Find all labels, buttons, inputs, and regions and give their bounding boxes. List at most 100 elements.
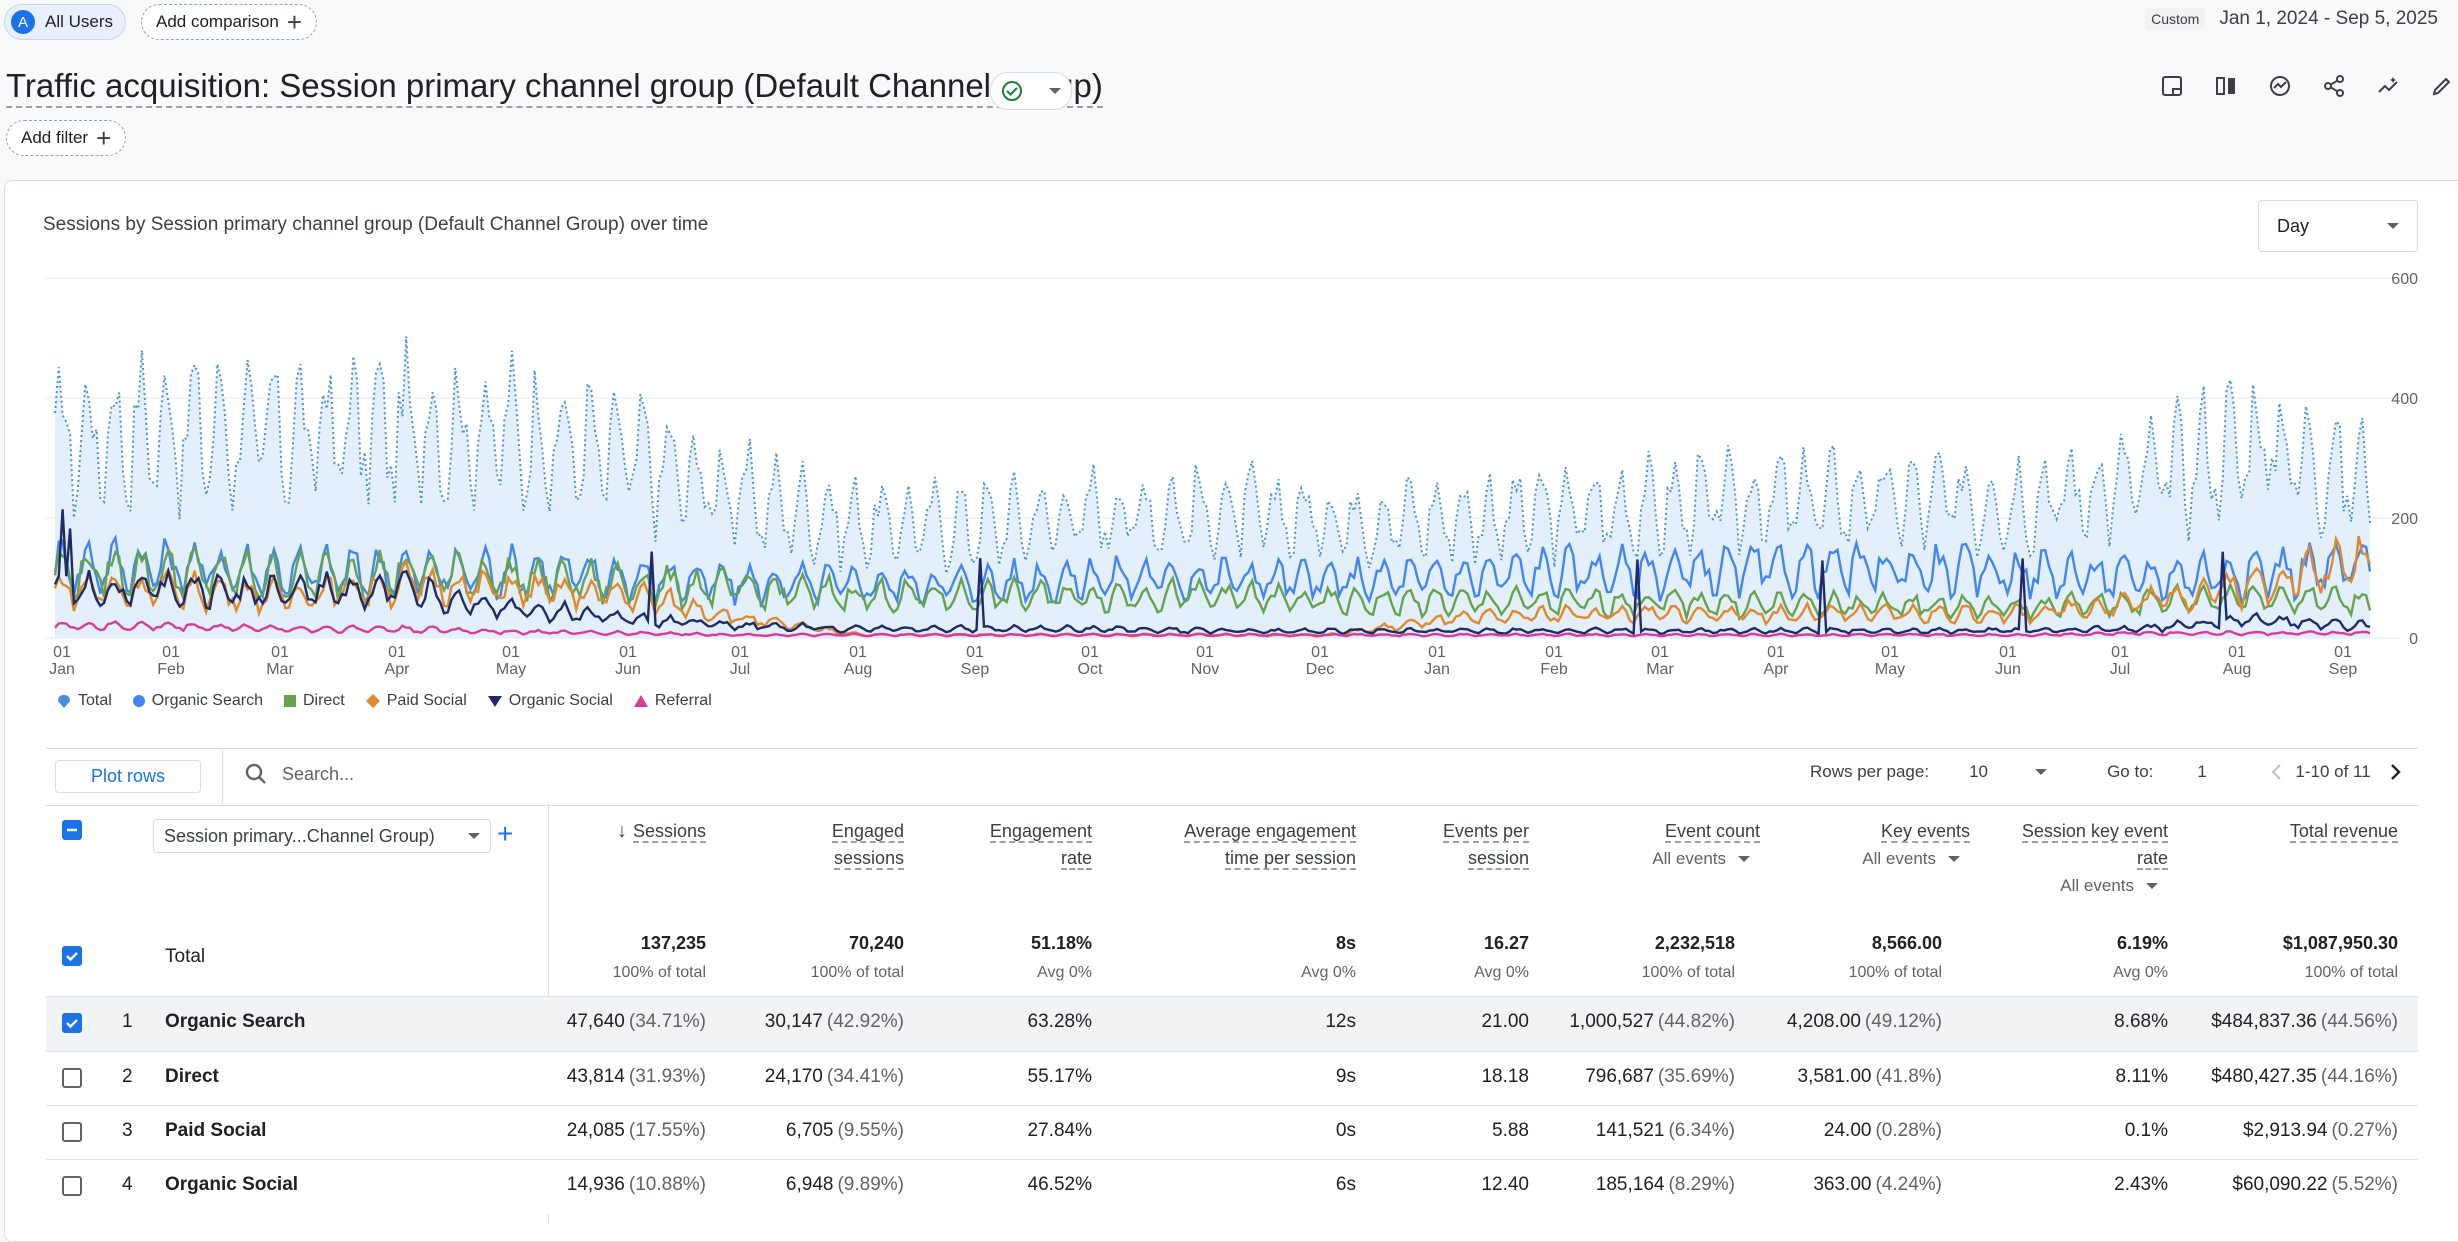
col-engaged-sessions[interactable]: Engaged sessions — [760, 818, 904, 872]
cell-rate: 55.17% — [792, 1066, 1092, 1088]
total-checkbox[interactable] — [62, 946, 82, 966]
cell-value: 24,085 — [566, 1120, 625, 1141]
cell-percent: (34.71%) — [628, 1011, 706, 1032]
cell-value: 0s — [1335, 1120, 1356, 1141]
col-label: time per session — [1224, 848, 1356, 870]
x-tick-month: Mar — [1646, 661, 1674, 678]
x-tick-month: Jul — [2110, 661, 2130, 678]
col-total-revenue[interactable]: Total revenue — [2200, 818, 2398, 845]
col-session-key-event-rate[interactable]: Session key event rate All events — [1990, 818, 2168, 899]
col-avg-engagement-time[interactable]: Average engagement time per session — [1140, 818, 1356, 872]
chevron-left-icon[interactable] — [2267, 762, 2287, 782]
row-channel-name[interactable]: Organic Search — [165, 1011, 306, 1032]
legend-direct[interactable]: Direct — [283, 692, 345, 710]
x-tick-day: 01 — [162, 644, 180, 661]
goto-label: Go to: — [2107, 762, 2154, 781]
select-all-checkbox[interactable] — [62, 820, 82, 840]
cell-value: 185,164 — [1595, 1174, 1665, 1195]
row-channel-name[interactable]: Direct — [165, 1066, 219, 1087]
annotation-icon[interactable] — [2156, 70, 2188, 102]
legend-referral[interactable]: Referral — [633, 692, 712, 710]
segment-chip-all-users[interactable]: A All Users — [4, 4, 127, 40]
row-index: 4 — [122, 1174, 133, 1195]
event-filter-select[interactable]: All events — [1862, 849, 1936, 868]
cell-rate: 27.84% — [792, 1120, 1092, 1142]
search-input[interactable]: Search... — [282, 763, 355, 784]
row-checkbox[interactable] — [62, 1068, 82, 1088]
x-tick-day: 01 — [1651, 644, 1669, 661]
add-filter-button[interactable]: Add filter + — [6, 120, 127, 156]
goto-input[interactable]: 1 — [2197, 762, 2207, 781]
x-tick-month: Jul — [730, 661, 750, 678]
chevron-down-icon — [1049, 88, 1061, 94]
granularity-select[interactable]: Day — [2258, 200, 2418, 252]
table-row[interactable] — [46, 1105, 2418, 1160]
col-label: Engaged — [831, 821, 904, 843]
cell-avg: 12s — [1056, 1011, 1356, 1033]
chart-legend: Total Organic Search Direct Paid Social … — [56, 692, 712, 710]
search-icon — [245, 763, 266, 784]
date-range-picker[interactable]: Custom Jan 1, 2024 - Sep 5, 2025 — [2145, 8, 2438, 30]
add-dimension-button[interactable]: + — [497, 818, 514, 849]
col-label: Event count — [1664, 821, 1760, 843]
report-title[interactable]: Traffic acquisition: Session primary cha… — [6, 66, 1103, 108]
insights-icon[interactable] — [2264, 70, 2296, 102]
cell-ke: 4,208.00 (49.12%) — [1642, 1011, 1942, 1033]
total-sessions-sub: 100% of total — [612, 964, 706, 981]
event-filter-select[interactable]: All events — [1652, 849, 1726, 868]
col-sessions[interactable]: ↓ Sessions — [560, 818, 706, 845]
cell-sessions: 47,640 (34.71%) — [406, 1011, 706, 1033]
edit-icon[interactable] — [2426, 70, 2458, 102]
rows-per-page-select[interactable]: 10 — [1969, 762, 1988, 781]
table-search[interactable]: Search... — [244, 762, 354, 786]
table-row[interactable] — [46, 1159, 2418, 1214]
chevron-right-icon[interactable] — [2385, 762, 2405, 782]
col-label: Session key event — [2021, 821, 2168, 843]
col-key-events[interactable]: Key events All events — [1770, 818, 1970, 872]
cell-value: 6,948 — [785, 1174, 834, 1195]
cell-engaged: 30,147 (42.92%) — [604, 1011, 904, 1033]
legend-paid-social[interactable]: Paid Social — [365, 692, 467, 710]
plot-rows-button[interactable]: Plot rows — [55, 760, 201, 793]
row-checkbox[interactable] — [62, 1176, 82, 1196]
legend-marker — [365, 694, 380, 708]
report-status-dropdown[interactable] — [990, 72, 1072, 110]
cell-avg: 9s — [1056, 1066, 1356, 1088]
row-channel-name[interactable]: Paid Social — [165, 1120, 267, 1141]
legend-label: Paid Social — [386, 692, 467, 709]
cell-value: 14,936 — [566, 1174, 625, 1195]
cell-value: 8.68% — [2114, 1011, 2168, 1032]
x-tick-month: Jun — [1995, 661, 2021, 678]
legend-total[interactable]: Total — [56, 692, 112, 710]
col-event-count[interactable]: Event count All events — [1560, 818, 1760, 872]
x-tick-month: May — [1875, 661, 1905, 678]
cell-skr: 8.68% — [1868, 1011, 2168, 1033]
cell-rev: $484,837.36 (44.56%) — [2098, 1011, 2398, 1033]
col-engagement-rate[interactable]: Engagement rate — [950, 818, 1092, 872]
row-checkbox[interactable] — [62, 1013, 82, 1033]
cell-rev: $60,090.22 (5.52%) — [2098, 1174, 2398, 1196]
legend-marker — [132, 695, 145, 707]
divider — [222, 749, 223, 804]
cell-eps: 18.18 — [1229, 1066, 1529, 1088]
legend-organic-search[interactable]: Organic Search — [132, 692, 263, 710]
row-checkbox[interactable] — [62, 1122, 82, 1142]
dimension-label: Session primary...Channel Group) — [164, 825, 435, 846]
series-line-total — [54, 336, 2371, 574]
col-events-per-session[interactable]: Events per session — [1400, 818, 1529, 872]
x-tick-month: Feb — [157, 661, 185, 678]
event-filter-select[interactable]: All events — [2060, 876, 2134, 895]
row-channel-name[interactable]: Organic Social — [165, 1174, 299, 1195]
dimension-select[interactable]: Session primary...Channel Group) — [153, 819, 491, 853]
compare-icon[interactable] — [2210, 70, 2242, 102]
total-eps-sub: Avg 0% — [1474, 964, 1529, 981]
table-row[interactable] — [46, 1051, 2418, 1106]
col-label: rate — [2136, 848, 2168, 870]
legend-organic-social[interactable]: Organic Social — [487, 692, 613, 710]
trend-sparkle-icon[interactable] — [2372, 70, 2404, 102]
segment-label: All Users — [45, 12, 114, 31]
share-icon[interactable] — [2318, 70, 2350, 102]
add-comparison-button[interactable]: Add comparison + — [141, 4, 318, 40]
row-index: 3 — [122, 1120, 133, 1141]
table-row[interactable] — [46, 996, 2418, 1051]
